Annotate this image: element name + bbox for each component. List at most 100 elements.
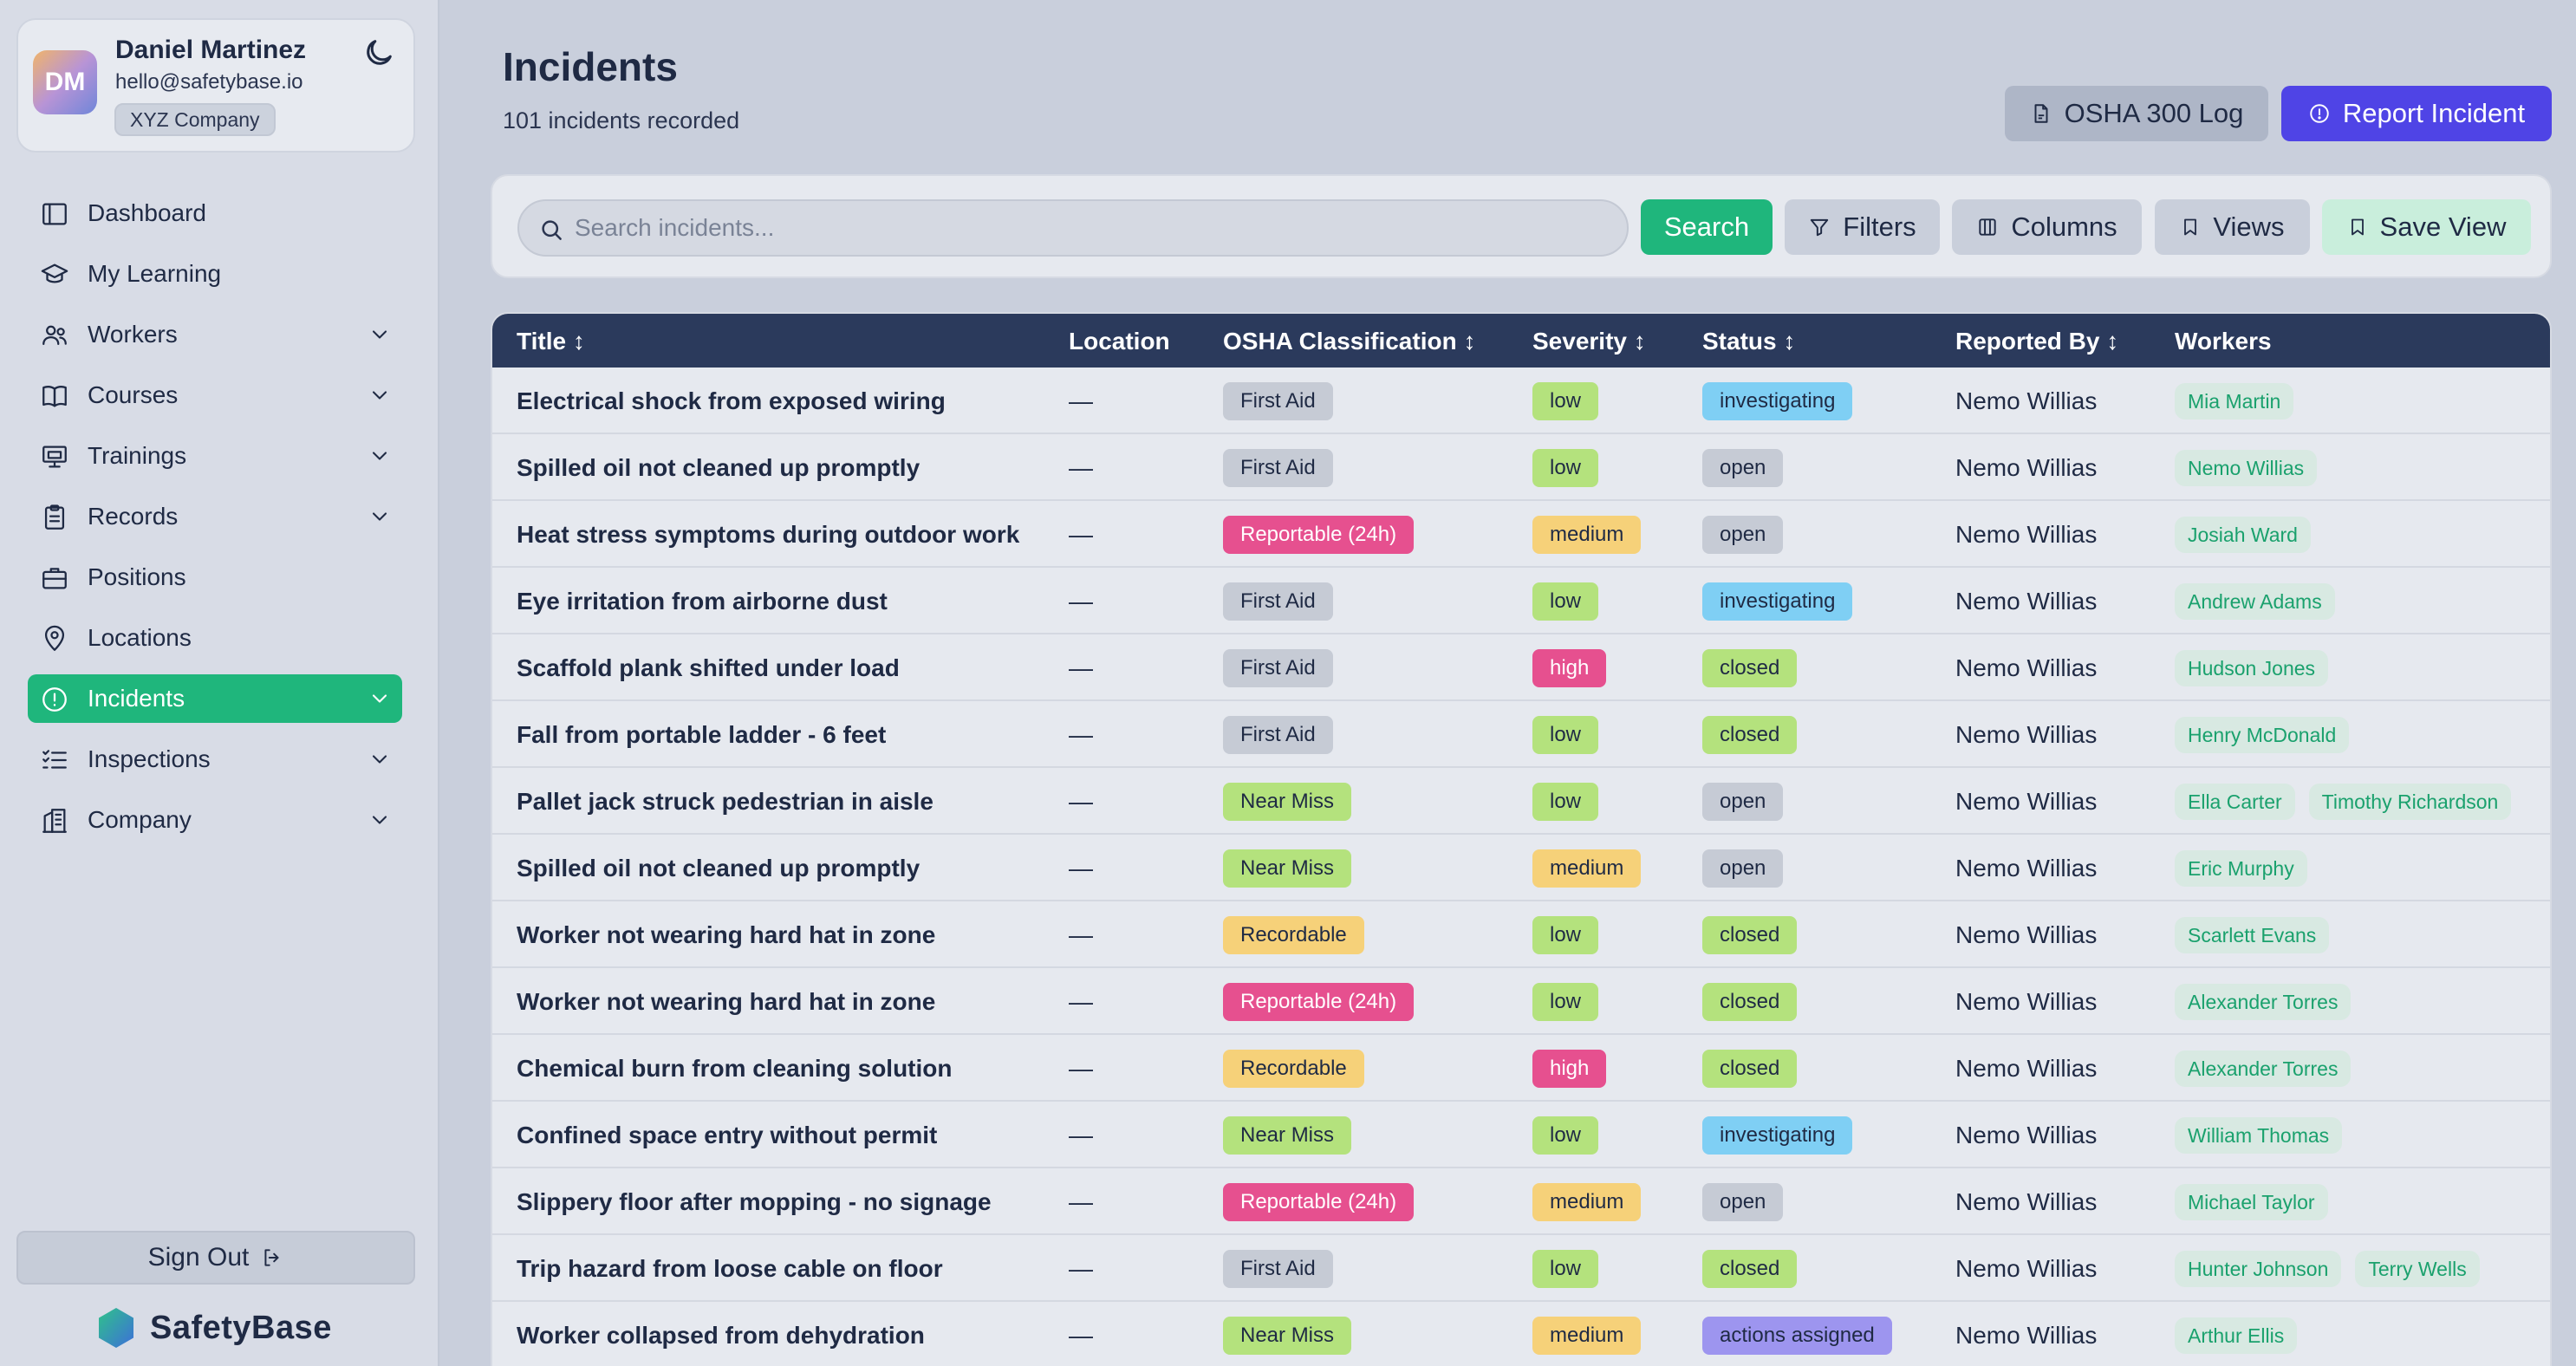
osha-classification-badge: Reportable (24h) (1223, 1182, 1415, 1221)
column-header-status[interactable]: Status ↕ (1702, 328, 1796, 355)
sidebar-item-inspections[interactable]: Inspections (28, 735, 402, 784)
incident-title[interactable]: Scaffold plank shifted under load (517, 654, 900, 681)
osha-300-log-button[interactable]: OSHA 300 Log (2005, 86, 2268, 141)
worker-chip[interactable]: Scarlett Evans (2175, 916, 2330, 953)
chevron-down-icon[interactable] (368, 322, 392, 347)
incident-location: — (1069, 453, 1093, 481)
worker-chip[interactable]: Henry McDonald (2175, 716, 2350, 753)
incident-title[interactable]: Eye irritation from airborne dust (517, 587, 888, 615)
sidebar-item-trainings[interactable]: Trainings (28, 432, 402, 480)
worker-chip[interactable]: Alexander Torres (2175, 1050, 2352, 1087)
worker-chip[interactable]: Michael Taylor (2175, 1183, 2328, 1220)
search-button[interactable]: Search (1641, 199, 1773, 255)
sidebar-item-workers[interactable]: Workers (28, 310, 402, 359)
worker-chip[interactable]: Andrew Adams (2175, 582, 2335, 620)
worker-chip[interactable]: Nemo Willias (2175, 449, 2318, 486)
sidebar-item-records[interactable]: Records (28, 492, 402, 541)
table-row[interactable]: Eye irritation from airborne dust — First … (492, 568, 2550, 634)
table-row[interactable]: Confined space entry without permit — Near… (492, 1102, 2550, 1168)
incident-title[interactable]: Chemical burn from cleaning solution (517, 1054, 953, 1082)
sidebar-item-dashboard[interactable]: Dashboard (28, 189, 402, 237)
moon-icon[interactable] (361, 36, 396, 70)
search-box[interactable] (517, 199, 1629, 257)
incident-title[interactable]: Confined space entry without permit (517, 1121, 938, 1148)
incident-title[interactable]: Pallet jack struck pedestrian in aisle (517, 787, 933, 815)
worker-chip[interactable]: Eric Murphy (2175, 849, 2307, 887)
table-row[interactable]: Spilled oil not cleaned up promptly — Firs… (492, 434, 2550, 501)
sign-out-button[interactable]: Sign Out (16, 1231, 415, 1285)
worker-chip[interactable]: William Thomas (2175, 1116, 2343, 1154)
sidebar-item-incidents[interactable]: Incidents (28, 674, 402, 723)
chevron-down-icon[interactable] (368, 747, 392, 771)
profile-card[interactable]: DM Daniel Martinez hello@safetybase.io X… (16, 18, 415, 153)
incident-title[interactable]: Trip hazard from loose cable on floor (517, 1254, 943, 1282)
worker-chip[interactable]: Ella Carter (2175, 783, 2295, 820)
status-badge: closed (1702, 648, 1798, 687)
column-header-osha[interactable]: OSHA Classification ↕ (1223, 328, 1476, 355)
column-header-reported-by[interactable]: Reported By ↕ (1955, 328, 2119, 355)
worker-chip[interactable]: Arthur Ellis (2175, 1317, 2298, 1354)
sidebar-item-courses[interactable]: Courses (28, 371, 402, 420)
incident-title[interactable]: Slippery floor after mopping - no signag… (517, 1187, 992, 1215)
osha-classification-badge: Recordable (1223, 1049, 1364, 1088)
table-row[interactable]: Worker collapsed from dehydration — Near M… (492, 1302, 2550, 1366)
incident-location: — (1069, 787, 1093, 815)
worker-chip[interactable]: Hunter Johnson (2175, 1250, 2342, 1287)
table-row[interactable]: Trip hazard from loose cable on floor — Fi… (492, 1235, 2550, 1302)
save-view-button[interactable]: Save View (2322, 199, 2531, 255)
worker-chip[interactable]: Timothy Richardson (2308, 783, 2512, 820)
filters-button[interactable]: Filters (1785, 199, 1940, 255)
chevron-down-icon[interactable] (368, 444, 392, 468)
worker-chip[interactable]: Mia Martin (2175, 382, 2294, 420)
chevron-down-icon[interactable] (368, 504, 392, 529)
sidebar-item-label: Incidents (88, 685, 185, 712)
incident-title[interactable]: Spilled oil not cleaned up promptly (517, 453, 920, 481)
brand: SafetyBase (94, 1305, 332, 1350)
reported-by: Nemo Willias (1955, 1254, 2098, 1282)
table-row[interactable]: Worker not wearing hard hat in zone — Repo… (492, 968, 2550, 1035)
alert-circle-icon (2310, 104, 2329, 123)
column-header-title[interactable]: Title ↕ (517, 328, 585, 355)
chevron-down-icon[interactable] (368, 686, 392, 711)
incident-location: — (1069, 720, 1093, 748)
incident-title[interactable]: Spilled oil not cleaned up promptly (517, 854, 920, 881)
briefcase-icon (42, 568, 67, 589)
sidebar-item-label: Inspections (88, 745, 211, 772)
table-row[interactable]: Heat stress symptoms during outdoor work… (492, 501, 2550, 568)
table-row[interactable]: Spilled oil not cleaned up promptly — Near… (492, 835, 2550, 901)
company-badge[interactable]: XYZ Company (114, 103, 276, 136)
table-row[interactable]: Scaffold plank shifted under load — First … (492, 634, 2550, 701)
column-header-severity[interactable]: Severity ↕ (1532, 328, 1646, 355)
sidebar-item-my-learning[interactable]: My Learning (28, 250, 402, 298)
worker-chip[interactable]: Hudson Jones (2175, 649, 2329, 686)
incident-title[interactable]: Fall from portable ladder - 6 feet (517, 720, 887, 748)
incident-title[interactable]: Worker not wearing hard hat in zone (517, 987, 936, 1015)
columns-button[interactable]: Columns (1952, 199, 2142, 255)
incident-title[interactable]: Worker not wearing hard hat in zone (517, 920, 936, 948)
table-row[interactable]: Worker not wearing hard hat in zone — Reco… (492, 901, 2550, 968)
incident-title[interactable]: Electrical shock from exposed wiring (517, 387, 946, 414)
report-incident-button[interactable]: Report Incident (2281, 86, 2552, 141)
search-input[interactable] (575, 201, 1615, 255)
table-row[interactable]: Slippery floor after mopping - no signag… (492, 1168, 2550, 1235)
user-email: hello@safetybase.io (115, 70, 303, 94)
table-row[interactable]: Chemical burn from cleaning solution — Rec… (492, 1035, 2550, 1102)
table-row[interactable]: Pallet jack struck pedestrian in aisle — N… (492, 768, 2550, 835)
worker-chip[interactable]: Terry Wells (2355, 1250, 2480, 1287)
severity-badge: medium (1532, 515, 1642, 554)
status-badge: investigating (1702, 582, 1853, 621)
chevron-down-icon[interactable] (368, 383, 392, 407)
views-button[interactable]: Views (2155, 199, 2310, 255)
incidents-table: Title ↕ Location OSHA Classification ↕ S… (491, 312, 2552, 1366)
incident-title[interactable]: Heat stress symptoms during outdoor work (517, 520, 1020, 548)
table-row[interactable]: Electrical shock from exposed wiring — Fir… (492, 368, 2550, 434)
incident-title[interactable]: Worker collapsed from dehydration (517, 1321, 925, 1349)
worker-chip[interactable]: Alexander Torres (2175, 983, 2352, 1020)
sidebar-item-company[interactable]: Company (28, 796, 402, 844)
chevron-down-icon[interactable] (368, 808, 392, 832)
table-row[interactable]: Fall from portable ladder - 6 feet — First… (492, 701, 2550, 768)
sidebar-item-positions[interactable]: Positions (28, 553, 402, 602)
worker-chip[interactable]: Josiah Ward (2175, 516, 2311, 553)
workers-cell: Henry McDonald (2175, 701, 2350, 768)
sidebar-item-locations[interactable]: Locations (28, 614, 402, 662)
